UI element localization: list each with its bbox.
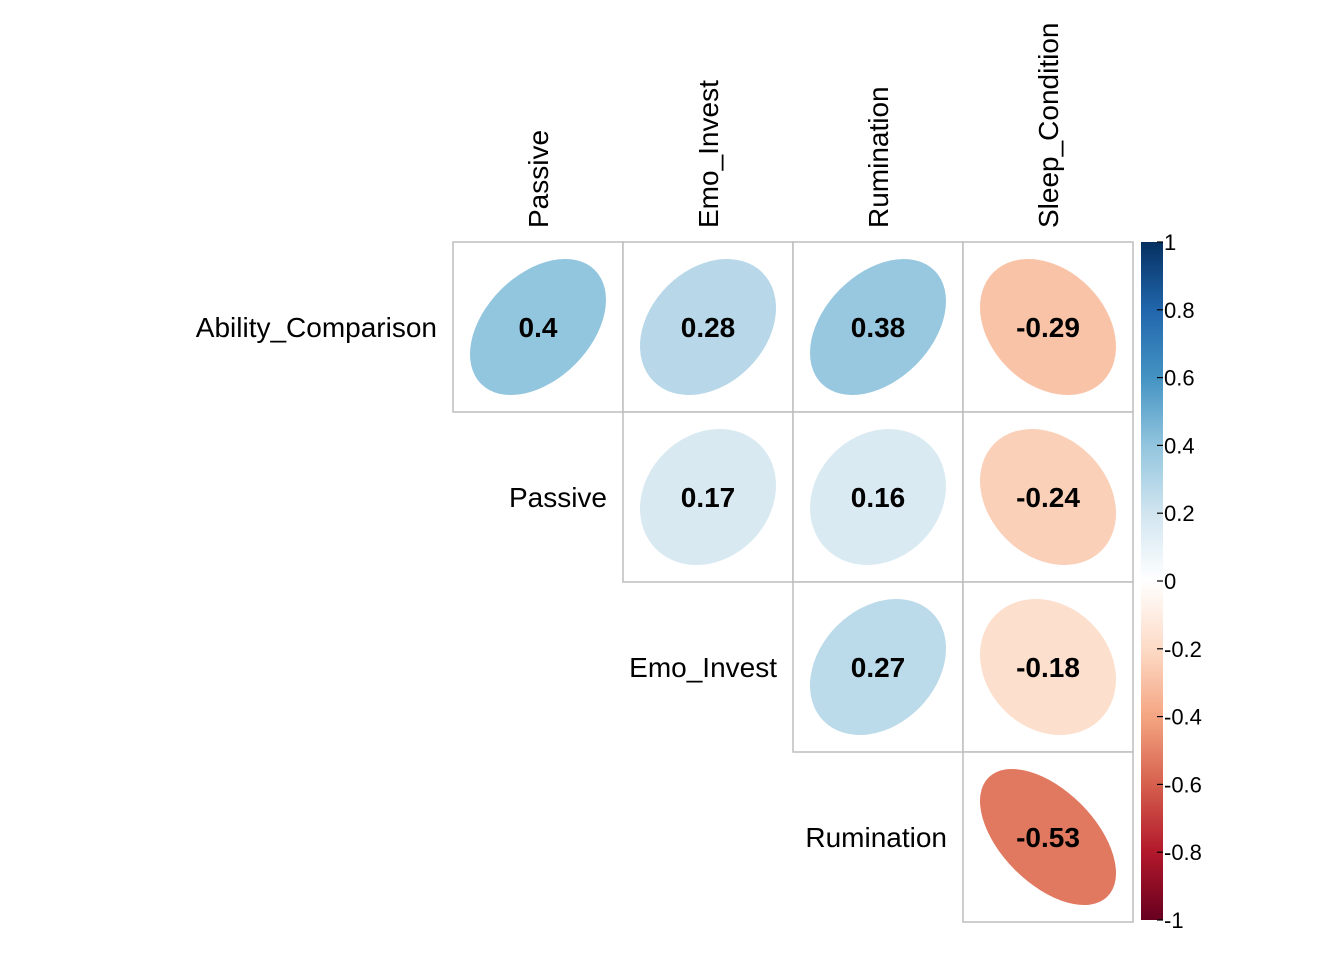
correlation-value: 0.28 <box>681 312 736 343</box>
row-label-emo-invest: Emo_Invest <box>629 652 777 683</box>
row-label-ability-comparison: Ability_Comparison <box>196 312 437 343</box>
colorbar-tick-label: 0.8 <box>1164 298 1195 323</box>
correlation-ellipse <box>980 599 1117 736</box>
correlation-ellipse <box>639 258 776 396</box>
correlation-ellipse <box>640 428 777 565</box>
correlation-ellipse <box>810 428 947 565</box>
row-labels: Ability_Comparison Passive Emo_Invest Rumin… <box>196 312 947 853</box>
cell-passive-sleep-condition: -0.24 <box>962 411 1134 583</box>
column-label-rumination: Rumination <box>863 86 894 228</box>
correlation-value: 0.4 <box>519 312 558 343</box>
colorbar-tick-label: 0.4 <box>1164 433 1195 458</box>
correlation-value: 0.17 <box>681 482 736 513</box>
colorbar-tick-label: 0.6 <box>1164 366 1195 391</box>
colorbar-tick-label: -0.2 <box>1164 637 1202 662</box>
correlation-value: 0.27 <box>851 652 906 683</box>
column-labels: Passive Emo_Invest Rumination Sleep_Conditi… <box>523 23 1064 229</box>
cell-rumination-sleep-condition: -0.53 <box>962 751 1134 923</box>
colorbar-tick-label: 0.2 <box>1164 501 1195 526</box>
correlation-value: -0.53 <box>1016 822 1080 853</box>
correlation-value: -0.29 <box>1016 312 1080 343</box>
column-label-emo-invest: Emo_Invest <box>693 80 724 228</box>
correlation-value: 0.38 <box>851 312 906 343</box>
column-label-sleep-condition: Sleep_Condition <box>1033 23 1064 229</box>
cells-layer: 0.4 0.28 0.38 -0.29 0.17 0.16 -0.24 0.27 -0.18 -0… <box>452 241 1134 923</box>
colorbar-tick-label: -0.4 <box>1164 705 1202 730</box>
colorbar-tick-label: -0.8 <box>1164 840 1202 865</box>
cell-emo-invest-sleep-condition: -0.18 <box>962 581 1134 753</box>
colorbar-gradient <box>1141 242 1163 920</box>
correlation-ellipse <box>810 598 947 735</box>
correlation-ellipse <box>810 258 947 395</box>
cell-ability-comparison-passive: 0.4 <box>452 241 624 413</box>
row-label-rumination: Rumination <box>805 822 947 853</box>
cell-emo-invest-rumination: 0.27 <box>792 581 964 753</box>
correlation-ellipse <box>979 428 1116 565</box>
cell-ability-comparison-sleep-condition: -0.29 <box>962 241 1134 413</box>
correlation-value: -0.24 <box>1016 482 1080 513</box>
correlation-value: 0.16 <box>851 482 906 513</box>
cell-passive-emo-invest: 0.17 <box>622 411 794 583</box>
cell-passive-rumination: 0.16 <box>792 411 964 583</box>
colorbar-tick-label: 0 <box>1164 569 1176 594</box>
cell-ability-comparison-rumination: 0.38 <box>792 241 964 413</box>
colorbar-tick-label: 1 <box>1164 230 1176 255</box>
colorbar-tick-label: -1 <box>1164 908 1184 933</box>
row-label-passive: Passive <box>509 482 607 513</box>
column-label-passive: Passive <box>523 130 554 228</box>
cell-ability-comparison-emo-invest: 0.28 <box>622 241 794 413</box>
colorbar: 1 0.8 0.6 0.4 0.2 0 -0.2 -0.4 -0.6 -0.8 -1 <box>1141 230 1202 933</box>
correlation-ellipse <box>980 258 1117 395</box>
correlation-ellipse <box>980 769 1117 905</box>
correlation-value: -0.18 <box>1016 652 1080 683</box>
colorbar-tick-label: -0.6 <box>1164 772 1202 797</box>
correlation-ellipse <box>470 258 607 395</box>
